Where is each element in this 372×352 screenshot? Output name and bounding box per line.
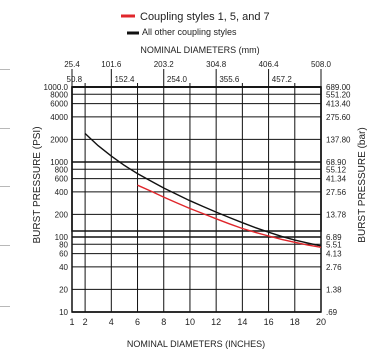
y-tick-label-left: 200 — [55, 210, 69, 219]
y-tick-label-left: 8000 — [50, 90, 68, 99]
top-axis-ticks: 25.4 101.6 203.2 304.8 406.4 508.0 50.8 152.4 25… — [64, 60, 332, 88]
top-tick-label: 25.4 — [64, 60, 80, 69]
y-tick-label-right: 413.40 — [326, 100, 351, 109]
y-tick-label-right: 68.90 — [326, 158, 347, 167]
legend-label-black: All other coupling styles — [142, 27, 237, 37]
series-line-1 — [137, 184, 322, 248]
top-tick-label: 50.8 — [67, 75, 83, 84]
top-tick-label: 457.2 — [272, 75, 293, 84]
y-tick-label-left: 2000 — [50, 135, 68, 144]
y-tick-label-right: 55.12 — [326, 165, 347, 174]
y-tick-label-right: .69 — [326, 308, 338, 317]
series-layer — [84, 132, 322, 248]
y-tick-label-left: 60 — [59, 250, 68, 259]
x-tick-label: 8 — [161, 317, 166, 327]
side-line-1 — [0, 69, 10, 70]
top-tick-label: 508.0 — [311, 60, 332, 69]
y-tick-label-left: 1000.0 — [44, 83, 69, 92]
y-tick-label-left: 600 — [55, 175, 69, 184]
y-tick-label-right: 4.13 — [326, 250, 342, 259]
y-tick-label-right: 41.34 — [326, 175, 347, 184]
x-tick-label: 16 — [264, 317, 274, 327]
top-tick-label: 101.6 — [101, 60, 122, 69]
y-tick-label-right: 5.51 — [326, 240, 342, 249]
y-tick-label-right: 137.80 — [326, 135, 351, 144]
y-tick-label-left: 80 — [59, 240, 68, 249]
y-tick-label-right: 275.60 — [326, 113, 351, 122]
y-tick-label-left: 6000 — [50, 100, 68, 109]
y-tick-label-left: 10 — [59, 308, 68, 317]
y-tick-label-right: 551.20 — [326, 90, 351, 99]
x-tick-label: 14 — [237, 317, 247, 327]
y-tick-label-left: 40 — [59, 263, 68, 272]
y-tick-label-left: 20 — [59, 285, 68, 294]
x-axis-title: NOMINAL DIAMETERS (INCHES) — [127, 339, 265, 349]
y-tick-label-left: 4000 — [50, 113, 68, 122]
side-line-4 — [0, 245, 10, 246]
y-tick-label-right: 6.89 — [326, 233, 342, 242]
top-tick-label: 355.6 — [219, 75, 240, 84]
legend-label-red: Coupling styles 1, 5, and 7 — [140, 11, 270, 23]
plot-border — [71, 86, 322, 313]
y-tick-label-right: 27.56 — [326, 188, 347, 197]
y-tick-label-right: 2.76 — [326, 263, 342, 272]
x-axis-ticks: 1 2 4 6 8 10 12 14 16 18 20 — [69, 317, 326, 327]
x-tick-label: 1 — [69, 317, 74, 327]
grid — [71, 86, 322, 313]
x-tick-label: 6 — [135, 317, 140, 327]
side-line-3 — [0, 186, 10, 187]
legend: Coupling styles 1, 5, and 7 All other co… — [121, 11, 270, 37]
top-tick-label: 203.2 — [154, 60, 175, 69]
side-line-5 — [0, 306, 10, 307]
x-tick-label: 4 — [109, 317, 114, 327]
y-tick-label-right: 13.78 — [326, 210, 347, 219]
right-axis-ticks: .691.382.764.135.516.8913.7827.5641.3455… — [326, 83, 351, 317]
top-tick-label: 152.4 — [114, 75, 135, 84]
x-tick-label: 10 — [185, 317, 195, 327]
side-line-2 — [0, 128, 10, 129]
x-tick-label: 18 — [290, 317, 300, 327]
y-tick-label-right: 1.38 — [326, 285, 342, 294]
top-tick-label: 304.8 — [206, 60, 227, 69]
y-tick-label-left: 100 — [55, 233, 69, 242]
top-axis-title: NOMINAL DIAMETERS (mm) — [140, 45, 259, 55]
y-tick-label-left: 1000 — [50, 158, 68, 167]
y-tick-label-left: 400 — [55, 188, 69, 197]
top-tick-label: 406.4 — [259, 60, 280, 69]
y-axis-right-title: BURST PRESSURE (bar) — [357, 127, 368, 242]
y-axis-left-title: BURST PRESSURE (PSI) — [32, 126, 43, 243]
y-tick-label-right: 689.00 — [326, 83, 351, 92]
series-line-0 — [84, 132, 322, 247]
x-tick-label: 2 — [83, 317, 88, 327]
plot-frame — [71, 86, 322, 232]
x-tick-label: 12 — [211, 317, 221, 327]
y-tick-label-left: 800 — [55, 165, 69, 174]
x-tick-label: 20 — [316, 317, 326, 327]
top-tick-label: 254.0 — [167, 75, 188, 84]
